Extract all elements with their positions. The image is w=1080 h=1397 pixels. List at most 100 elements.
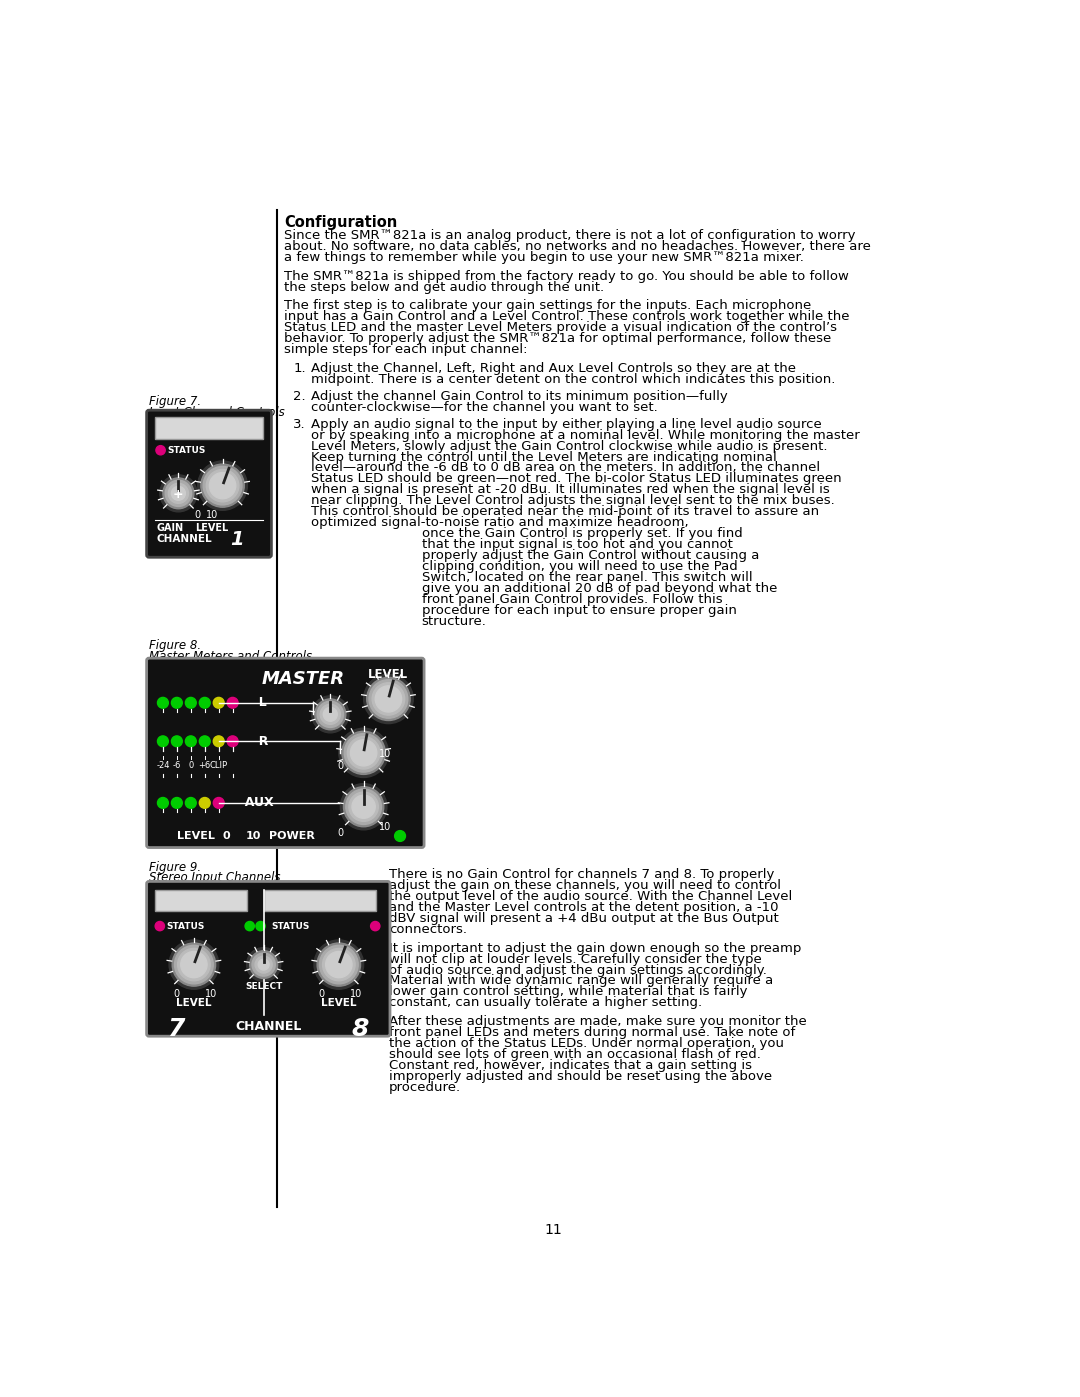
Text: 0: 0 xyxy=(174,989,180,999)
Circle shape xyxy=(245,922,255,930)
Circle shape xyxy=(258,960,269,970)
Text: a few things to remember while you begin to use your new SMR™821a mixer.: a few things to remember while you begin… xyxy=(284,251,804,264)
Text: 2.: 2. xyxy=(293,390,306,402)
Text: POWER: POWER xyxy=(269,831,315,841)
Text: 7: 7 xyxy=(167,1017,185,1041)
Circle shape xyxy=(206,469,239,502)
Text: front panel Gain Control provides. Follow this: front panel Gain Control provides. Follo… xyxy=(422,592,723,606)
Text: dBV signal will present a +4 dBu output at the Bus Output: dBV signal will present a +4 dBu output … xyxy=(389,912,779,925)
Text: improperly adjusted and should be reset using the above: improperly adjusted and should be reset … xyxy=(389,1070,772,1083)
Text: The SMR™821a is shipped from the factory ready to go. You should be able to foll: The SMR™821a is shipped from the factory… xyxy=(284,270,849,282)
Circle shape xyxy=(314,698,346,729)
FancyBboxPatch shape xyxy=(147,658,424,848)
Circle shape xyxy=(318,701,343,728)
Text: Since the SMR™821a is an analog product, there is not a lot of configuration to : Since the SMR™821a is an analog product,… xyxy=(284,229,855,242)
Circle shape xyxy=(375,686,402,712)
Text: Figure 8.: Figure 8. xyxy=(149,638,201,652)
Circle shape xyxy=(170,940,219,989)
Text: will not clip at louder levels. Carefully consider the type: will not clip at louder levels. Carefull… xyxy=(389,953,762,965)
Text: 10: 10 xyxy=(206,510,218,520)
Circle shape xyxy=(201,464,244,507)
Text: GAIN: GAIN xyxy=(157,522,184,532)
Circle shape xyxy=(348,736,380,768)
Circle shape xyxy=(318,943,361,986)
Circle shape xyxy=(180,951,207,978)
Circle shape xyxy=(213,736,225,746)
Circle shape xyxy=(168,483,189,503)
Circle shape xyxy=(339,728,389,778)
Circle shape xyxy=(203,467,242,504)
Text: procedure.: procedure. xyxy=(389,1080,461,1094)
Circle shape xyxy=(323,707,337,721)
Text: lower gain control setting, while material that is fairly: lower gain control setting, while materi… xyxy=(389,985,747,999)
Circle shape xyxy=(314,940,364,989)
Text: Input Channel Controls: Input Channel Controls xyxy=(149,405,285,419)
Text: It is important to adjust the gain down enough so the preamp: It is important to adjust the gain down … xyxy=(389,942,801,954)
Text: constant, can usually tolerate a higher setting.: constant, can usually tolerate a higher … xyxy=(389,996,702,1009)
Text: when a signal is present at -20 dBu. It illuminates red when the signal level is: when a signal is present at -20 dBu. It … xyxy=(311,483,829,496)
Circle shape xyxy=(340,784,387,830)
Text: L: L xyxy=(249,696,267,710)
Text: 0: 0 xyxy=(222,831,230,841)
Text: 10: 10 xyxy=(246,831,261,841)
Text: and the Master Level controls at the detent position, a -10: and the Master Level controls at the det… xyxy=(389,901,779,914)
Text: counter-clockwise—for the channel you want to set.: counter-clockwise—for the channel you wa… xyxy=(311,401,658,414)
Circle shape xyxy=(156,922,164,930)
Text: front panel LEDs and meters during normal use. Take note of: front panel LEDs and meters during norma… xyxy=(389,1025,796,1039)
Bar xyxy=(156,890,246,911)
Circle shape xyxy=(186,798,197,809)
Circle shape xyxy=(227,736,238,746)
Circle shape xyxy=(213,697,225,708)
Text: or by speaking into a microphone at a nominal level. While monitoring the master: or by speaking into a microphone at a no… xyxy=(311,429,860,441)
Circle shape xyxy=(158,736,168,746)
Circle shape xyxy=(172,697,183,708)
Circle shape xyxy=(158,798,168,809)
Text: give you an additional 20 dB of pad beyond what the: give you an additional 20 dB of pad beyo… xyxy=(422,581,778,595)
Text: adjust the gain on these channels, you will need to control: adjust the gain on these channels, you w… xyxy=(389,879,781,893)
Circle shape xyxy=(160,475,197,511)
Circle shape xyxy=(175,946,213,983)
Circle shape xyxy=(249,951,278,978)
Text: LEVEL: LEVEL xyxy=(321,999,356,1009)
Text: behavior. To properly adjust the SMR™821a for optimal performance, follow these: behavior. To properly adjust the SMR™821… xyxy=(284,332,831,345)
Text: The first step is to calibrate your gain settings for the inputs. Each microphon: The first step is to calibrate your gain… xyxy=(284,299,811,313)
Text: 3.: 3. xyxy=(293,418,306,430)
Text: 10: 10 xyxy=(379,823,391,833)
Circle shape xyxy=(172,798,183,809)
Circle shape xyxy=(256,922,266,930)
Text: -24: -24 xyxy=(157,760,170,770)
Circle shape xyxy=(394,831,405,841)
Text: of audio source and adjust the gain settings accordingly.: of audio source and adjust the gain sett… xyxy=(389,964,767,977)
Text: -6: -6 xyxy=(173,760,181,770)
Text: MASTER: MASTER xyxy=(262,669,346,687)
Text: level—around the -6 dB to 0 dB area on the meters. In addition, the channel: level—around the -6 dB to 0 dB area on t… xyxy=(311,461,820,475)
Text: LEVEL: LEVEL xyxy=(195,522,229,532)
Text: Adjust the Channel, Left, Right and Aux Level Controls so they are at the: Adjust the Channel, Left, Right and Aux … xyxy=(311,362,796,374)
Text: 11: 11 xyxy=(544,1222,563,1236)
Text: should see lots of green with an occasional flash of red.: should see lots of green with an occasio… xyxy=(389,1048,761,1060)
Text: R: R xyxy=(249,735,268,747)
Text: Apply an audio signal to the input by either playing a line level audio source: Apply an audio signal to the input by ei… xyxy=(311,418,822,430)
Circle shape xyxy=(186,697,197,708)
Text: structure.: structure. xyxy=(422,615,487,627)
Text: properly adjust the Gain Control without causing a: properly adjust the Gain Control without… xyxy=(422,549,759,562)
Circle shape xyxy=(321,704,340,725)
Text: 1.: 1. xyxy=(293,362,306,374)
Circle shape xyxy=(158,697,168,708)
Circle shape xyxy=(312,696,349,733)
Circle shape xyxy=(350,740,377,766)
Text: Figure 9.: Figure 9. xyxy=(149,861,201,873)
Bar xyxy=(264,890,376,911)
Text: Adjust the channel Gain Control to its minimum position—fully: Adjust the channel Gain Control to its m… xyxy=(311,390,728,402)
Circle shape xyxy=(326,951,352,978)
Circle shape xyxy=(320,946,359,983)
Circle shape xyxy=(156,446,165,455)
Circle shape xyxy=(370,922,380,930)
Circle shape xyxy=(172,486,186,500)
Circle shape xyxy=(227,697,238,708)
Text: 0: 0 xyxy=(337,760,343,771)
Text: input has a Gain Control and a Level Control. These controls work together while: input has a Gain Control and a Level Con… xyxy=(284,310,849,323)
FancyBboxPatch shape xyxy=(147,882,390,1037)
Text: 0: 0 xyxy=(188,760,193,770)
Text: LEVEL: LEVEL xyxy=(176,999,212,1009)
